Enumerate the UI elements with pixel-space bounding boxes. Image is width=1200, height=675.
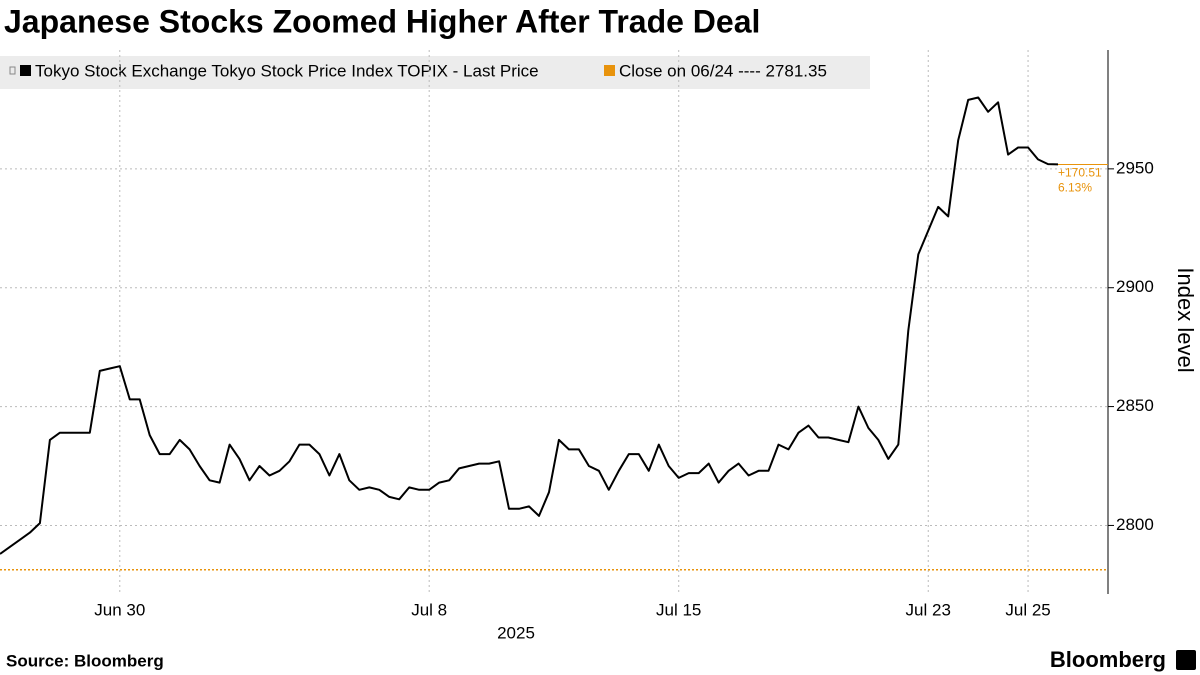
legend-label: Close on 06/24 ---- 2781.35 [619, 61, 827, 80]
legend-box [0, 56, 870, 89]
legend-icon [9, 66, 16, 75]
brand: Bloomberg [1050, 647, 1166, 672]
y-tick-label: 2950 [1116, 158, 1154, 177]
line-series [0, 96, 1059, 555]
source: Source: Bloomberg [6, 651, 164, 670]
legend-swatch [20, 65, 31, 76]
x-tick-label: Jul 15 [656, 600, 701, 619]
x-tick-label: Jul 25 [1005, 600, 1050, 619]
annotation: +170.51 [1058, 166, 1102, 180]
brand-icon [1176, 650, 1196, 670]
y-axis-label: Index level [1173, 267, 1198, 372]
x-axis-label: 2025 [497, 623, 535, 642]
annotation: 6.13% [1058, 181, 1092, 195]
y-tick-label: 2900 [1116, 277, 1154, 296]
legend-swatch [604, 65, 615, 76]
y-tick-label: 2850 [1116, 396, 1154, 415]
y-tick-label: 2800 [1116, 515, 1154, 534]
x-tick-label: Jul 8 [411, 600, 447, 619]
x-tick-label: Jun 30 [94, 600, 145, 619]
x-tick-label: Jul 23 [906, 600, 951, 619]
legend-label: Tokyo Stock Exchange Tokyo Stock Price I… [35, 61, 539, 80]
chart-title: Japanese Stocks Zoomed Higher After Trad… [4, 3, 760, 39]
